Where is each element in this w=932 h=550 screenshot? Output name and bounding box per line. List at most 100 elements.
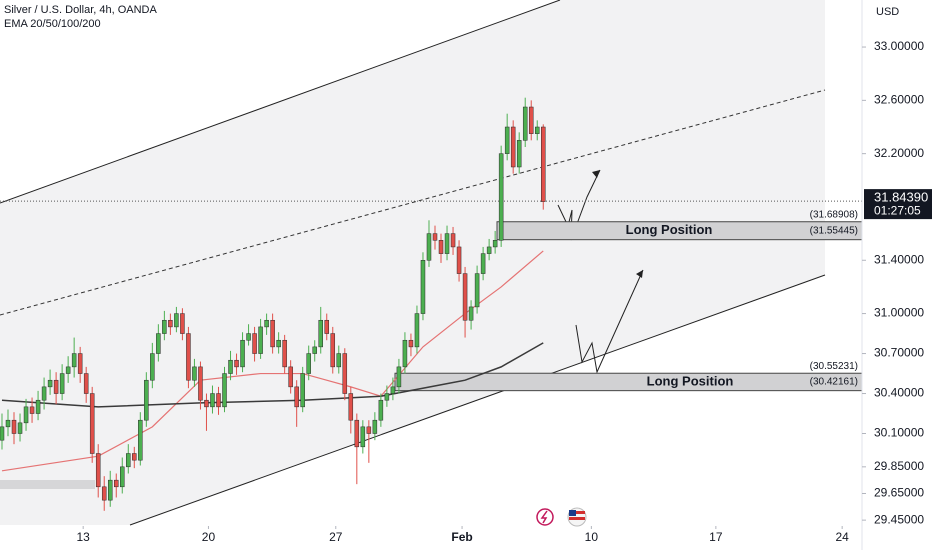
candle-body [89, 393, 95, 454]
candle-body [168, 319, 173, 328]
y-tick-label: 30.10000 [874, 426, 924, 440]
candle-body [300, 373, 305, 408]
price-tag [864, 189, 932, 220]
candle-body [450, 233, 456, 248]
candle-body [306, 353, 311, 374]
indicator-legend: EMA 20/50/100/200 [4, 18, 101, 30]
candle-body [288, 366, 293, 388]
candle-body [360, 426, 366, 448]
ema-line [1, 342, 544, 408]
candle-body [444, 233, 450, 254]
candle-body [522, 106, 528, 141]
candle-body [420, 260, 426, 314]
candle-body [270, 319, 275, 348]
candle-body [5, 419, 11, 428]
candle-body [408, 339, 414, 348]
candle-body [342, 353, 348, 394]
candle-body [318, 319, 323, 348]
candle-body [35, 399, 41, 414]
y-tick-label: 32.20000 [874, 146, 924, 160]
candle-body [0, 426, 5, 441]
projection-arrow [575, 269, 644, 374]
candle-body [330, 333, 336, 368]
position-label: Long Position [626, 222, 713, 237]
candle-body [41, 386, 47, 401]
candle-body [486, 246, 492, 254]
candle-body [480, 253, 486, 274]
channel-lower [129, 274, 826, 526]
event-icon-bolt [540, 510, 548, 524]
x-tick-label: 20 [202, 530, 216, 544]
position-box [394, 372, 862, 392]
axes: 33.00000 32.60000 32.20000 31.40000 31.00000… [76, 39, 932, 544]
candle-body [312, 346, 317, 354]
channel-upper [0, 0, 561, 204]
drawings [0, 0, 826, 526]
candle-body [438, 240, 444, 254]
candle-body [396, 366, 402, 388]
candle-body [47, 379, 53, 388]
candle-body [516, 140, 522, 168]
candle-body [240, 339, 245, 368]
candle-body [228, 359, 233, 374]
candle-body [180, 313, 185, 334]
channel-fill [0, 0, 825, 525]
flag-stripe [569, 511, 585, 514]
candle-body [107, 479, 113, 501]
candle-body [264, 319, 269, 328]
candle-body [186, 333, 191, 381]
candle-body [378, 399, 384, 421]
candle-body [282, 339, 287, 368]
candle-body [336, 353, 342, 368]
candle-body [372, 419, 378, 434]
candle-body [71, 353, 77, 368]
candle-body [216, 393, 221, 408]
candle-body [83, 373, 89, 394]
candle-body [192, 366, 197, 381]
candle-body [366, 426, 372, 434]
candle-body [150, 353, 155, 381]
y-tick-label: 31.00000 [874, 306, 924, 320]
x-tick-label: Feb [451, 530, 472, 544]
candle-body [101, 486, 107, 501]
candle-body [354, 419, 360, 448]
candle-body [462, 273, 468, 321]
candle-body [252, 333, 257, 354]
candle-body [23, 406, 29, 424]
candle-body [492, 240, 498, 248]
y-tick-label: 29.65000 [874, 486, 924, 500]
candle-body [77, 353, 83, 374]
candle-body [276, 339, 281, 348]
candle-body [468, 306, 474, 321]
candle-body [95, 453, 101, 488]
candle-body [11, 419, 17, 434]
candle-body [258, 326, 263, 354]
candle-body [541, 126, 546, 202]
event-icon[interactable] [536, 508, 554, 526]
candle-body [402, 339, 408, 368]
candle-body [120, 466, 125, 488]
candle-body [528, 106, 534, 134]
candle-body [504, 126, 510, 154]
candle-body [156, 333, 161, 354]
candle-body [204, 399, 209, 408]
candle-body [294, 386, 299, 408]
candle-body [114, 479, 119, 488]
arrow-head [592, 170, 600, 178]
position-top-label: (30.55231) [810, 361, 858, 372]
candle-body [498, 153, 504, 241]
candle-body [17, 422, 23, 434]
candle-body [222, 373, 227, 408]
position-top-label: (31.68908) [810, 209, 858, 220]
y-tick-label: 30.70000 [874, 346, 924, 360]
candle-body [132, 453, 137, 461]
countdown-label: 01:27:05 [874, 203, 921, 217]
y-tick-label: 33.00000 [874, 39, 924, 53]
x-tick-label: 13 [76, 530, 90, 544]
y-tick-label: 29.85000 [874, 459, 924, 473]
y-tick-label: 29.45000 [874, 512, 924, 526]
plot: Long Position (31.68908) (31.55445) Long Po… [0, 97, 862, 511]
y-tick-label: 31.40000 [874, 252, 924, 266]
x-tick-label: 10 [585, 530, 599, 544]
candle-body [384, 393, 390, 401]
